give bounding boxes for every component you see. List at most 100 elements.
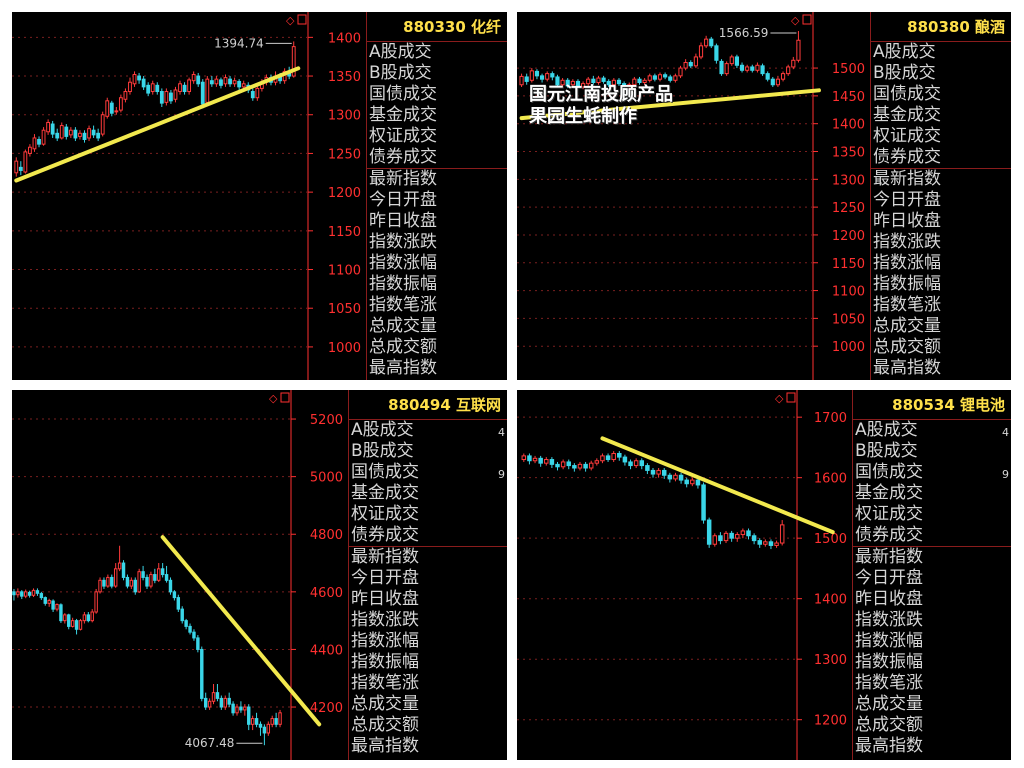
candle-body-up	[241, 83, 246, 88]
candle-body-up	[780, 73, 786, 80]
candle-body-down	[539, 75, 545, 80]
candle	[12, 588, 16, 601]
y-tick-label: 1050	[832, 312, 865, 327]
candle	[627, 82, 632, 91]
candle	[695, 477, 701, 489]
y-tick-label: 4600	[310, 586, 343, 601]
candle-body-down	[605, 455, 611, 461]
candle-body-up	[132, 73, 137, 85]
candle-body-up	[211, 692, 216, 702]
candle-body-down	[601, 77, 606, 82]
candle-body-down	[555, 76, 560, 86]
candle	[118, 94, 123, 113]
candle-body-up	[779, 524, 785, 544]
candle-body-down	[237, 80, 242, 88]
candle	[157, 563, 161, 583]
candle-body-up	[90, 611, 94, 622]
candle-body-up	[105, 100, 110, 117]
candlestick-chart-4: 1200 1300 1400 1500 1600 1700 ◇	[517, 390, 853, 760]
candle	[775, 75, 781, 87]
candle	[153, 568, 157, 584]
candle	[633, 458, 639, 468]
candle-body-down	[639, 460, 645, 467]
candle	[91, 125, 96, 138]
candle-body-down	[182, 84, 187, 93]
candle	[14, 157, 19, 177]
candle	[539, 73, 545, 83]
candle-body-up	[235, 706, 239, 714]
chart-panel-4: 1200 1300 1400 1500 1600 1700 ◇ 880534 锂电池 A股成…	[517, 390, 1011, 760]
candle-body-up	[94, 591, 98, 613]
sidebar-label: 最高指数	[351, 736, 419, 756]
candle	[729, 530, 734, 542]
candle-body-up	[586, 78, 591, 85]
candle	[231, 701, 235, 716]
y-tick-label: 1600	[814, 472, 847, 487]
candle-body-up	[278, 712, 282, 725]
candle	[55, 603, 59, 612]
candle-body-up	[118, 97, 123, 111]
candle	[219, 77, 223, 89]
candle-body-up	[791, 59, 796, 68]
chart-title-2: 880380 酿酒	[871, 12, 1011, 42]
candle-body-up	[191, 73, 196, 82]
candle	[59, 122, 64, 140]
candle	[196, 72, 201, 87]
sidebar-value-a: 4	[1002, 426, 1009, 439]
candle-body-down	[215, 692, 220, 699]
candle	[67, 613, 71, 630]
candle	[698, 42, 704, 60]
candle-body-down	[254, 718, 259, 725]
candle-body-down	[96, 132, 101, 139]
candle	[18, 161, 23, 176]
candle-body-up	[78, 132, 82, 137]
candle	[68, 127, 73, 138]
sidebar-label: B股成交	[873, 63, 936, 83]
candle-body-down	[637, 78, 642, 84]
candle-body-up	[149, 574, 153, 587]
sidebar-label: 权证成交	[873, 126, 941, 146]
sidebar-value-a: 4	[498, 426, 505, 439]
y-tick-label: 1200	[328, 186, 361, 201]
candle	[786, 64, 791, 76]
candle	[28, 144, 32, 157]
candle	[550, 71, 555, 81]
sidebar-label: 债券成交	[855, 525, 923, 545]
sidebar-label: 债券成交	[369, 147, 437, 167]
candle	[214, 76, 219, 87]
candle-body-down	[37, 139, 41, 145]
candle	[718, 532, 723, 545]
sidebar-label: B股成交	[855, 441, 918, 461]
candle	[41, 127, 46, 146]
sidebar-bottom-group-4: 最新指数 今日开盘 昨日收盘 指数涨跌 指数涨幅 指数振幅 指数笔涨 总成交量 总成交额 最高指数	[853, 547, 1011, 757]
candle-body-up	[632, 78, 637, 86]
sidebar-label: 最新指数	[873, 169, 941, 189]
candle-body-down	[145, 576, 149, 587]
window-icon	[786, 392, 796, 403]
sidebar-label: 权证成交	[369, 126, 437, 146]
candle-body-up	[291, 46, 296, 77]
candle-body-down	[43, 597, 47, 604]
candle-body-up	[87, 128, 91, 139]
candle	[735, 532, 740, 542]
candle-body-down	[583, 463, 588, 469]
candle-body-down	[606, 80, 611, 86]
candle	[243, 704, 247, 716]
candle	[150, 80, 155, 95]
candle	[549, 457, 555, 468]
candle-body-down	[765, 73, 770, 80]
candle	[678, 472, 684, 484]
candlestick-chart-1: 1000 1050 1100 1150 1200 1250 1300 1350 1400 ◇ 139…	[12, 12, 367, 380]
candle	[650, 468, 656, 478]
candle	[63, 613, 67, 624]
candle	[106, 574, 110, 588]
sidebar-bottom-group-3: 最新指数 今日开盘 昨日收盘 指数涨跌 指数涨幅 指数振幅 指数笔涨 总成交量 总成交额 最高指数	[349, 547, 507, 757]
candle	[565, 78, 570, 89]
sidebar-label: 基金成交	[351, 483, 419, 503]
candle	[278, 709, 282, 728]
candle	[755, 62, 760, 73]
sidebar-label: 债券成交	[351, 525, 419, 545]
candle	[128, 77, 132, 95]
candle	[628, 459, 633, 470]
candle-body-up	[611, 452, 616, 461]
